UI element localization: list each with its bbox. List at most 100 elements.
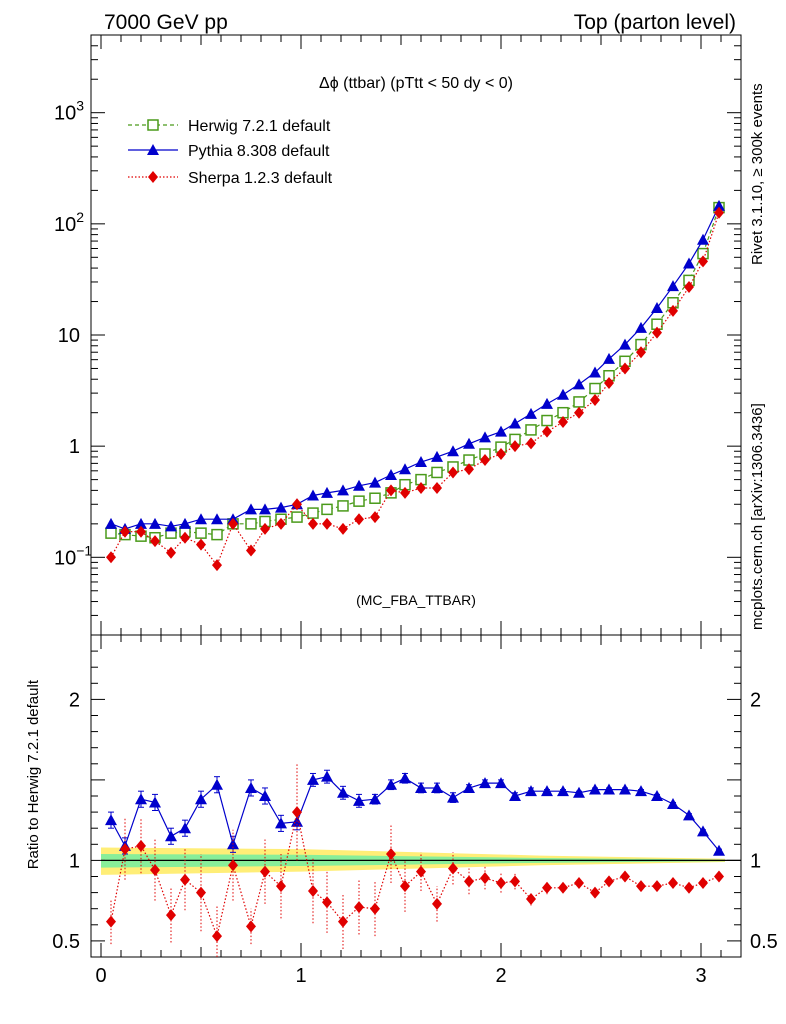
pythia-point xyxy=(479,431,491,443)
herwig-point xyxy=(541,414,553,427)
sherpa-point xyxy=(496,447,506,460)
ratio-pythia-point xyxy=(447,791,459,803)
herwig-point xyxy=(353,495,365,507)
sherpa-point xyxy=(354,513,364,526)
pythia-point xyxy=(541,397,553,409)
series-line-1 xyxy=(110,205,720,530)
ratio-pythia-point xyxy=(415,781,427,793)
herwig-point xyxy=(245,518,257,530)
sherpa-point xyxy=(136,525,146,538)
ratio-sherpa-point xyxy=(510,875,520,888)
herwig-point xyxy=(321,503,333,516)
ratio-pythia-point xyxy=(211,778,223,790)
ratio-y-ticklabel-right: 1 xyxy=(750,850,761,872)
legend: Herwig 7.2.1 default Pythia 8.308 defaul… xyxy=(128,118,333,187)
sherpa-point xyxy=(338,522,348,535)
ratio-pythia-point xyxy=(195,793,207,805)
pythia-point xyxy=(275,501,287,513)
ratio-sherpa-point xyxy=(684,881,694,894)
herwig-point xyxy=(195,527,207,539)
sherpa-point xyxy=(106,551,116,564)
ratio-pythia-point xyxy=(509,790,521,801)
ratio-ylabel: Ratio to Herwig 7.2.1 default xyxy=(25,679,42,869)
ratio-y-ticklabel-left: 0.5 xyxy=(52,931,80,953)
ratio-sherpa-point xyxy=(400,880,410,893)
main-y-ticklabel: 10 xyxy=(58,325,80,347)
ratio-sherpa-point xyxy=(106,915,116,928)
ratio-pythia-point xyxy=(697,825,709,837)
ratio-sherpa-point xyxy=(480,872,490,885)
main-y-ticklabel: 1 xyxy=(69,436,80,458)
ratio-sherpa-point xyxy=(322,896,332,909)
sherpa-point xyxy=(120,525,130,538)
ratio-sherpa-point xyxy=(354,901,364,914)
ratio-pythia-point xyxy=(667,798,679,810)
sherpa-point xyxy=(604,376,614,389)
pythia-point xyxy=(557,388,569,400)
ratio-sherpa-point xyxy=(620,870,630,883)
mcplots-label: mcplots.cern.ch [arXiv:1306.3436] xyxy=(749,403,766,630)
sherpa-point xyxy=(246,544,256,557)
ratio-sherpa-point xyxy=(370,902,380,915)
ratio-pythia-point xyxy=(713,844,725,856)
pythia-point xyxy=(245,503,257,515)
legend-label-herwig: Herwig 7.2.1 default xyxy=(188,118,331,135)
ratio-sherpa-point xyxy=(432,897,442,910)
ratio-sherpa-point xyxy=(416,865,426,878)
pythia-point xyxy=(619,338,631,350)
herwig-point xyxy=(211,528,223,541)
pythia-point xyxy=(651,301,663,313)
ratio-pythia-point xyxy=(337,786,349,798)
pythia-point xyxy=(573,378,585,390)
ratio-sherpa-point xyxy=(180,873,190,886)
ratio-sherpa-point xyxy=(196,886,206,899)
pythia-point xyxy=(697,233,709,245)
header-left: 7000 GeV pp xyxy=(104,11,228,34)
ratio-y-ticklabel-left: 2 xyxy=(69,689,80,711)
ratio-sherpa-point xyxy=(558,881,568,894)
legend-label-pythia: Pythia 8.308 default xyxy=(188,143,330,160)
main-y-ticklabel: 103 xyxy=(54,98,84,125)
ratio-pythia-point xyxy=(589,783,601,795)
ratio-pythia-point xyxy=(275,817,287,829)
ratio-pythia-point xyxy=(369,793,381,805)
main-plot-panel: 10−1 1 10 102 103 Δϕ (ttbar) (pTtt < 50 dy <… xyxy=(54,34,742,636)
ratio-sherpa-point xyxy=(698,876,708,889)
pythia-point xyxy=(353,479,365,491)
legend-entry-herwig: Herwig 7.2.1 default xyxy=(128,118,331,135)
series-line-2 xyxy=(110,212,720,567)
legend-entry-pythia: Pythia 8.308 default xyxy=(128,143,330,160)
rivet-label: Rivet 3.1.10, ≥ 300k events xyxy=(749,83,766,265)
sherpa-point xyxy=(228,517,238,530)
herwig-point xyxy=(337,500,349,512)
pythia-point xyxy=(369,476,381,488)
sherpa-point xyxy=(668,304,678,317)
ratio-sherpa-point xyxy=(526,893,536,906)
x-ticklabel: 1 xyxy=(295,965,306,987)
ratio-pythia-point xyxy=(651,790,663,801)
ratio-pythia-point xyxy=(463,781,475,793)
ratio-plot-panel: 0.5 0.5 1 1 2 2 Ratio to Herwig 7.2.1 default xyxy=(25,634,778,958)
ratio-sherpa-point xyxy=(276,880,286,893)
ratio-pythia-point xyxy=(179,822,191,834)
sherpa-point xyxy=(322,517,332,530)
sherpa-point xyxy=(526,437,536,450)
ratio-line-1 xyxy=(110,811,720,939)
series-line-0 xyxy=(110,207,720,539)
watermark: (MC_FBA_TTBAR) xyxy=(356,592,476,608)
pythia-point xyxy=(195,513,207,525)
pythia-point xyxy=(431,450,443,462)
pythia-point xyxy=(509,417,521,429)
ratio-sherpa-point xyxy=(150,864,160,877)
sherpa-point xyxy=(636,346,646,359)
ratio-pythia-point xyxy=(525,785,537,797)
ratio-pythia-point xyxy=(135,793,147,805)
pythia-point xyxy=(321,486,333,498)
sherpa-point xyxy=(480,454,490,467)
pythia-point xyxy=(211,513,223,525)
ratio-pythia-point xyxy=(353,794,365,806)
header-right: Top (parton level) xyxy=(574,11,736,34)
legend-entry-sherpa: Sherpa 1.2.3 default xyxy=(128,170,333,187)
ratio-sherpa-point xyxy=(604,875,614,888)
ratio-sherpa-point xyxy=(636,880,646,893)
